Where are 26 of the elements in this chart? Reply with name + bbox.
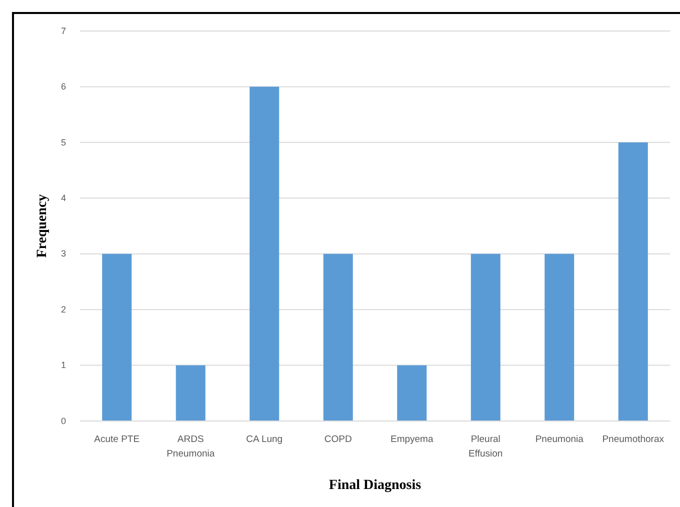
- y-axis-title: Frequency: [35, 194, 50, 258]
- y-tick-label: 7: [60, 26, 66, 36]
- bar: [176, 365, 206, 421]
- y-tick-label: 0: [60, 416, 66, 426]
- x-tick-label: ARDS Pneumonia: [166, 434, 216, 460]
- x-axis-title: Final Diagnosis: [328, 478, 422, 493]
- bar: [618, 142, 648, 421]
- x-tick-label: Pneumothorax: [602, 434, 664, 445]
- x-tick-label: Pleural Effusion: [468, 434, 503, 460]
- bar: [470, 254, 500, 421]
- y-tick-label: 2: [60, 304, 66, 314]
- bar: [544, 254, 574, 421]
- bar: [323, 254, 353, 421]
- x-tick-label: Empyema: [390, 434, 434, 445]
- y-tick-label: 4: [60, 193, 66, 204]
- x-tick-label: CA Lung: [246, 434, 283, 445]
- bar: [250, 86, 280, 421]
- y-tick-label: 1: [60, 360, 66, 370]
- y-tick-label: 6: [60, 82, 66, 92]
- bar: [397, 365, 427, 421]
- x-tick-label: COPD: [324, 434, 352, 445]
- y-tick-label: 5: [60, 137, 66, 148]
- x-tick-label: Pneumonia: [535, 434, 584, 445]
- bar: [102, 254, 132, 421]
- y-tick-label: 3: [60, 248, 66, 259]
- x-tick-label: Acute PTE: [94, 434, 140, 445]
